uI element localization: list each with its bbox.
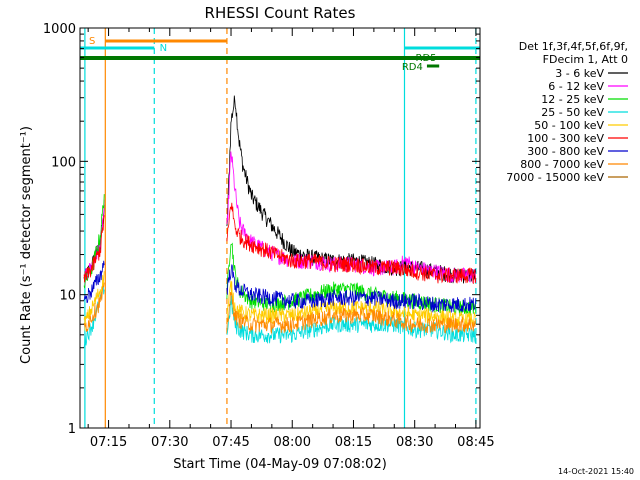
legend-label: 7000 - 15000 keV — [506, 171, 604, 184]
legend-label: 100 - 300 keV — [527, 132, 604, 145]
series-line — [83, 260, 105, 303]
legend-label: 3 - 6 keV — [555, 67, 604, 80]
series-line — [83, 215, 105, 283]
legend-label: 25 - 50 keV — [541, 106, 604, 119]
series-line — [83, 282, 105, 332]
y-axis-label: Count Rate (s⁻¹ detector segment⁻¹) — [19, 126, 34, 364]
x-tick-label: 07:30 — [151, 435, 188, 450]
series-line — [226, 202, 477, 284]
legend-header: FDecim 1, Att 0 — [543, 53, 628, 66]
x-tick-label: 07:45 — [212, 435, 249, 450]
legend-label: 800 - 7000 keV — [520, 158, 604, 171]
x-tick-label: 08:00 — [274, 435, 311, 450]
y-tick-label: 1000 — [43, 22, 76, 37]
legend-label: 6 - 12 keV — [548, 80, 604, 93]
x-tick-label: 08:15 — [335, 435, 372, 450]
annotation-label: N — [160, 43, 167, 54]
y-tick-label: 10 — [59, 289, 76, 304]
y-tick-label: 100 — [51, 155, 76, 170]
x-tick-label: 07:15 — [90, 435, 127, 450]
plot-frame — [79, 27, 481, 429]
series-line — [83, 194, 105, 289]
legend-header: Det 1f,3f,4f,5f,6f,9f, — [519, 40, 628, 53]
axes: 1 10 100 1000 07:15 07:30 07:45 08:00 08:15 08:30… — [43, 22, 495, 450]
chart-title: RHESSI Count Rates — [205, 4, 356, 22]
legend-label: 12 - 25 keV — [541, 93, 604, 106]
annotation-label: RD5 — [416, 53, 437, 64]
footer-timestamp: 14-Oct-2021 15:40 — [558, 467, 634, 476]
series-line — [226, 264, 477, 313]
legend-label: 300 - 800 keV — [527, 145, 604, 158]
series-line — [226, 151, 477, 284]
series-line — [226, 280, 477, 329]
x-tick-label: 08:45 — [457, 435, 494, 450]
x-tick-label: 08:30 — [396, 435, 433, 450]
legend-label: 50 - 100 keV — [534, 119, 604, 132]
series-line — [226, 291, 477, 335]
x-axis-label: Start Time (04-May-09 07:08:02) — [173, 457, 387, 472]
series-line — [83, 271, 105, 331]
annotation-label: S — [89, 36, 95, 47]
y-tick-label: 1 — [68, 422, 76, 437]
legend: Det 1f,3f,4f,5f,6f,9f,FDecim 1, Att 03 -… — [506, 40, 628, 184]
annotation-label: RD4 — [402, 62, 423, 73]
